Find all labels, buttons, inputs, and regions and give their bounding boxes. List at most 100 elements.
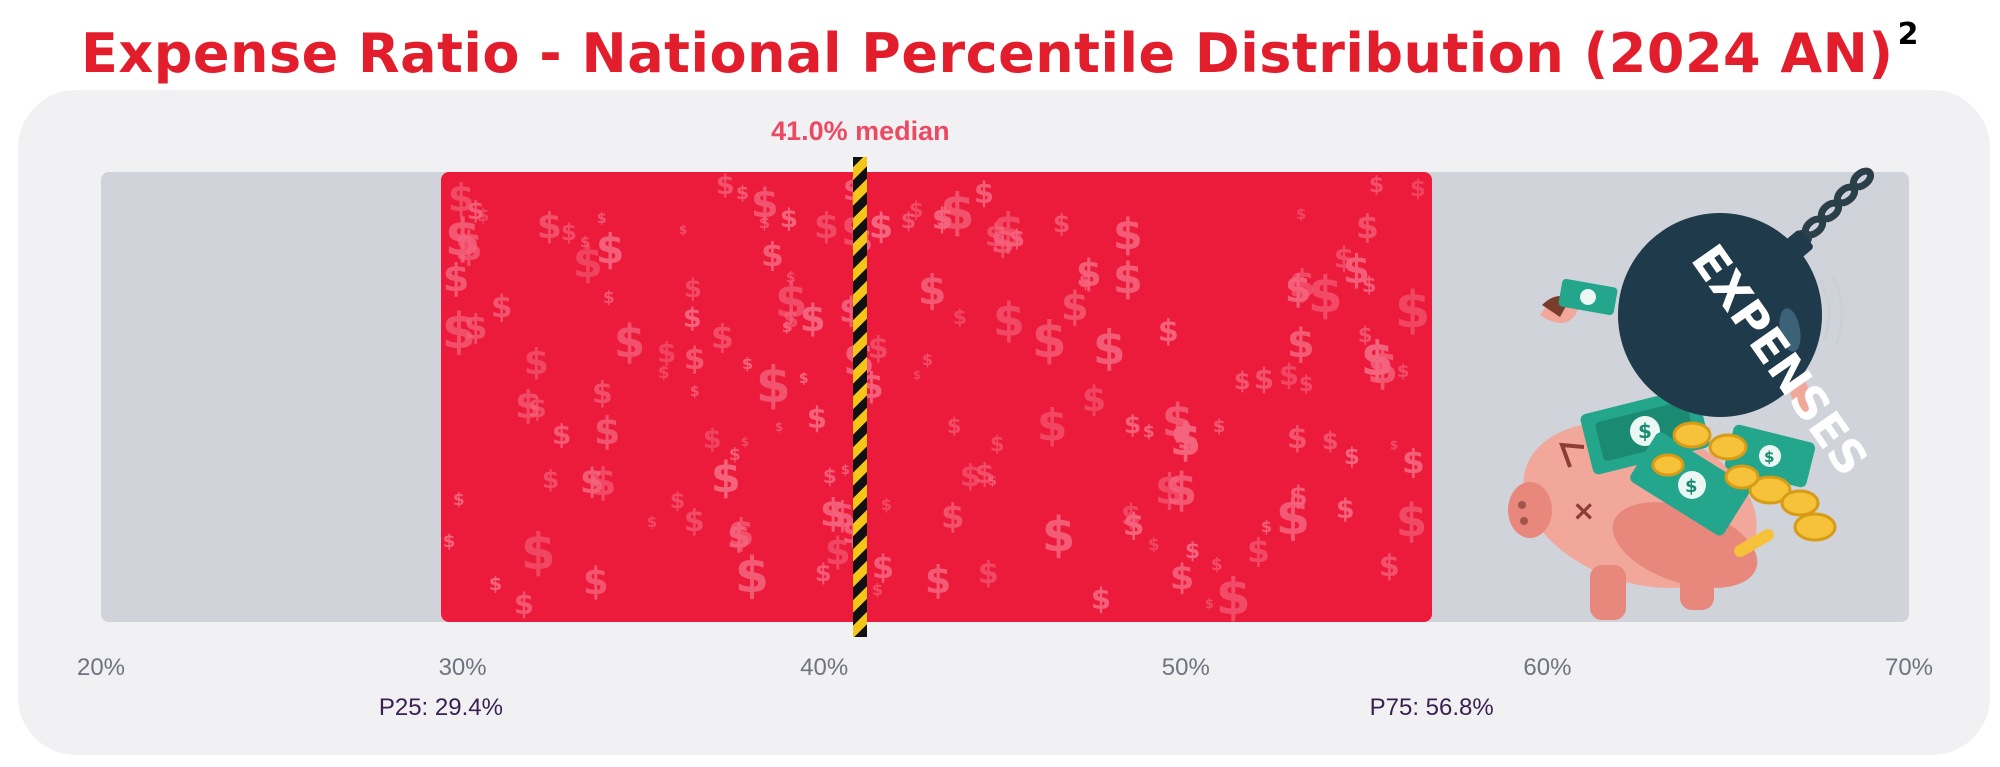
dollar-sign-icon: $ (1120, 498, 1142, 532)
dollar-sign-icon: $ (935, 203, 954, 232)
dollar-sign-icon: $ (779, 204, 798, 234)
dollar-sign-icon: $ (454, 224, 483, 270)
dollar-sign-icon: $ (1169, 558, 1195, 598)
svg-text:×: × (1572, 494, 1595, 527)
dollar-sign-icon: $ (1394, 281, 1431, 340)
dollar-sign-icon: $ (924, 558, 952, 602)
dollar-sign-icon: $ (551, 418, 572, 451)
dollar-sign-icon: $ (908, 198, 924, 222)
dollar-sign-icon: $ (1157, 314, 1179, 349)
dollar-sign-icon: $ (560, 220, 577, 246)
dollar-sign-icon: $ (867, 331, 889, 366)
dollar-sign-icon: $ (572, 238, 603, 288)
dollar-sign-icon: $ (1357, 323, 1373, 347)
dollar-sign-icon: $ (952, 305, 967, 329)
dollar-sign-icon: $ (689, 384, 700, 400)
dollar-sign-icon: $ (868, 207, 894, 247)
dollar-sign-icon: $ (1366, 341, 1399, 394)
dollar-sign-icon: $ (466, 196, 485, 225)
dollar-sign-icon: $ (1286, 421, 1308, 456)
dollar-sign-icon: $ (683, 341, 706, 377)
dollar-sign-icon: $ (735, 182, 750, 204)
dollar-sign-icon: $ (1286, 321, 1315, 367)
dollar-sign-icon: $ (593, 409, 621, 453)
dollar-sign-icon: $ (1215, 568, 1251, 622)
dollar-sign-icon: $ (917, 266, 947, 314)
dollar-sign-icon: $ (984, 218, 1007, 254)
dollar-sign-icon: $ (840, 463, 850, 478)
dollar-sign-icon: $ (656, 336, 677, 369)
dollar-sign-icon: $ (989, 432, 1005, 456)
dollar-sign-icon: $ (992, 293, 1025, 347)
dollar-sign-icon: $ (444, 209, 481, 268)
dollar-sign-icon: $ (1275, 489, 1310, 546)
dollar-sign-icon: $ (527, 393, 547, 424)
dollar-sign-icon: $ (1060, 284, 1089, 330)
dollar-sign-icon: $ (750, 181, 779, 227)
dollar-sign-icon: $ (1409, 176, 1426, 202)
dollar-sign-icon: $ (1378, 549, 1400, 584)
median-marker-line (853, 157, 868, 637)
dollar-sign-icon: $ (582, 560, 609, 603)
svg-text:$: $ (1764, 448, 1774, 466)
dollar-sign-icon: $ (990, 222, 1015, 262)
dollar-sign-icon: $ (1112, 210, 1143, 260)
x-tick-label: 30% (438, 654, 487, 681)
dollar-sign-icon: $ (579, 233, 591, 251)
dollar-sign-icon: $ (520, 523, 556, 581)
dollar-sign-icon: $ (710, 317, 734, 356)
dollar-sign-icon: $ (819, 491, 847, 535)
dollar-sign-icon: $ (523, 342, 549, 383)
dollar-sign-icon: $ (589, 475, 599, 489)
dollar-sign-icon: $ (1052, 209, 1071, 238)
dollar-sign-icon: $ (452, 490, 465, 510)
dollar-sign-icon: $ (1036, 400, 1068, 451)
dollar-sign-icon: $ (1401, 442, 1425, 481)
p75-label: P75: 56.8% (1369, 694, 1494, 721)
dollar-sign-icon: $ (1176, 419, 1200, 457)
dollar-sign-icon: $ (829, 495, 855, 536)
x-tick-label: 50% (1161, 654, 1210, 681)
dollar-sign-icon: $ (758, 213, 771, 232)
dollar-sign-icon: $ (755, 356, 791, 414)
dollar-sign-icon: $ (1335, 494, 1355, 525)
dollar-sign-icon: $ (1031, 311, 1067, 369)
dollar-sign-icon: $ (1288, 481, 1308, 512)
dollar-sign-icon: $ (669, 489, 686, 514)
dollar-sign-icon: $ (702, 424, 722, 455)
dollar-sign-icon: $ (678, 223, 688, 237)
dollar-sign-icon: $ (683, 274, 702, 304)
dollar-sign-icon: $ (476, 205, 490, 226)
dollar-sign-icon: $ (1295, 205, 1307, 223)
dollar-sign-icon: $ (977, 556, 999, 591)
dollar-sign-icon: $ (613, 315, 646, 368)
dollar-sign-icon: $ (921, 350, 934, 369)
dollar-sign-icon: $ (781, 320, 792, 336)
dollar-sign-icon: $ (806, 401, 828, 435)
dollar-sign-icon: $ (1368, 173, 1385, 198)
x-tick-label: 60% (1523, 654, 1572, 681)
title-footnote: 2 (1897, 17, 1919, 52)
dollar-sign-icon: $ (728, 445, 741, 465)
dollar-sign-icon: $ (1081, 380, 1107, 420)
dollar-sign-icon: $ (1321, 427, 1339, 455)
dollar-sign-icon: $ (442, 256, 470, 300)
dollar-sign-icon: $ (959, 459, 981, 494)
dollar-sign-icon: $ (1165, 463, 1198, 516)
chart-title-text: Expense Ratio - National Percentile Dist… (81, 22, 1894, 85)
dollar-sign-icon: $ (1342, 248, 1371, 293)
median-label: 41.0% median (771, 116, 950, 146)
dollar-sign-icon: $ (441, 303, 476, 360)
dollar-sign-icon: $ (1307, 266, 1343, 324)
dollar-sign-icon: $ (987, 474, 997, 489)
dollar-sign-icon: $ (657, 363, 670, 383)
dollar-sign-icon: $ (782, 307, 799, 333)
dollar-sign-icon: $ (488, 573, 503, 595)
dollar-sign-icon: $ (1204, 597, 1214, 612)
dollar-sign-icon: $ (589, 460, 617, 504)
dollar-sign-icon: $ (774, 420, 784, 434)
dollar-sign-icon: $ (785, 270, 796, 286)
p25-label: P25: 29.4% (378, 694, 503, 721)
dollar-sign-icon: $ (939, 183, 975, 241)
dollar-sign-icon: $ (940, 497, 965, 537)
